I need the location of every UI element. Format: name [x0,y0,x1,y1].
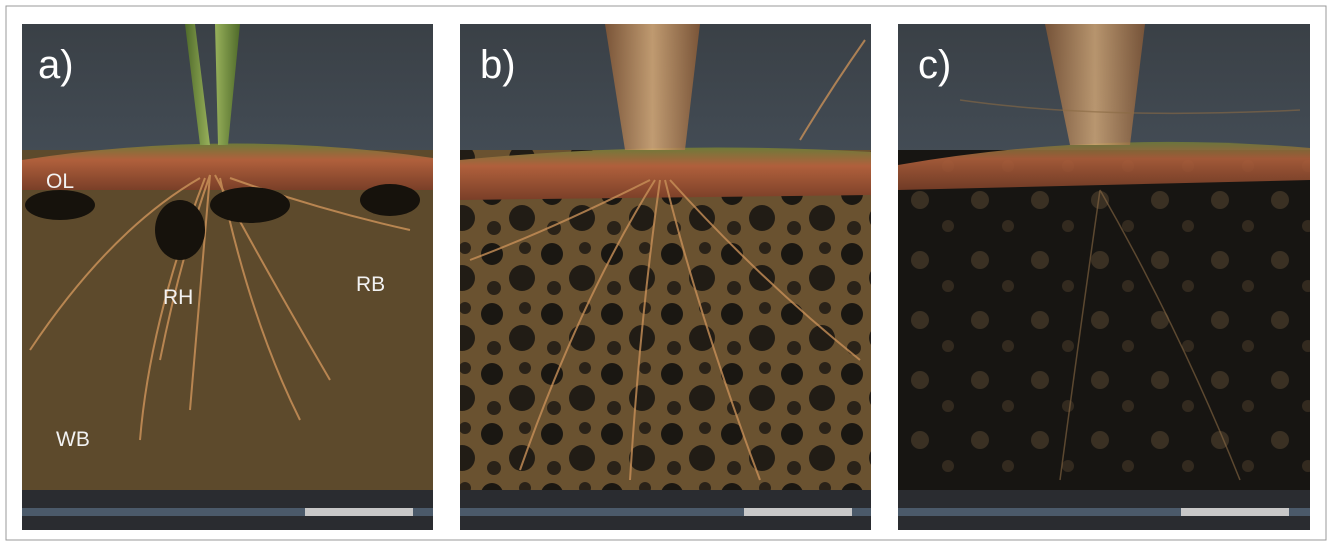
panel-c: c) [898,24,1310,530]
scale-bar [1181,508,1289,516]
annotation: WB [56,428,90,451]
annotation: OL [46,170,74,193]
panel-a: a) OL RH RB WB [22,24,433,530]
figure: a) OL RH RB WB b) c) [0,0,1333,546]
panel-label: a) [38,43,74,87]
panel-label: c) [918,43,951,87]
annotation: RH [163,286,193,309]
annotation: RB [356,273,385,296]
panel-b: b) [460,24,871,530]
scale-bar [744,508,852,516]
scale-bar [305,508,413,516]
panel-label: b) [480,43,516,87]
